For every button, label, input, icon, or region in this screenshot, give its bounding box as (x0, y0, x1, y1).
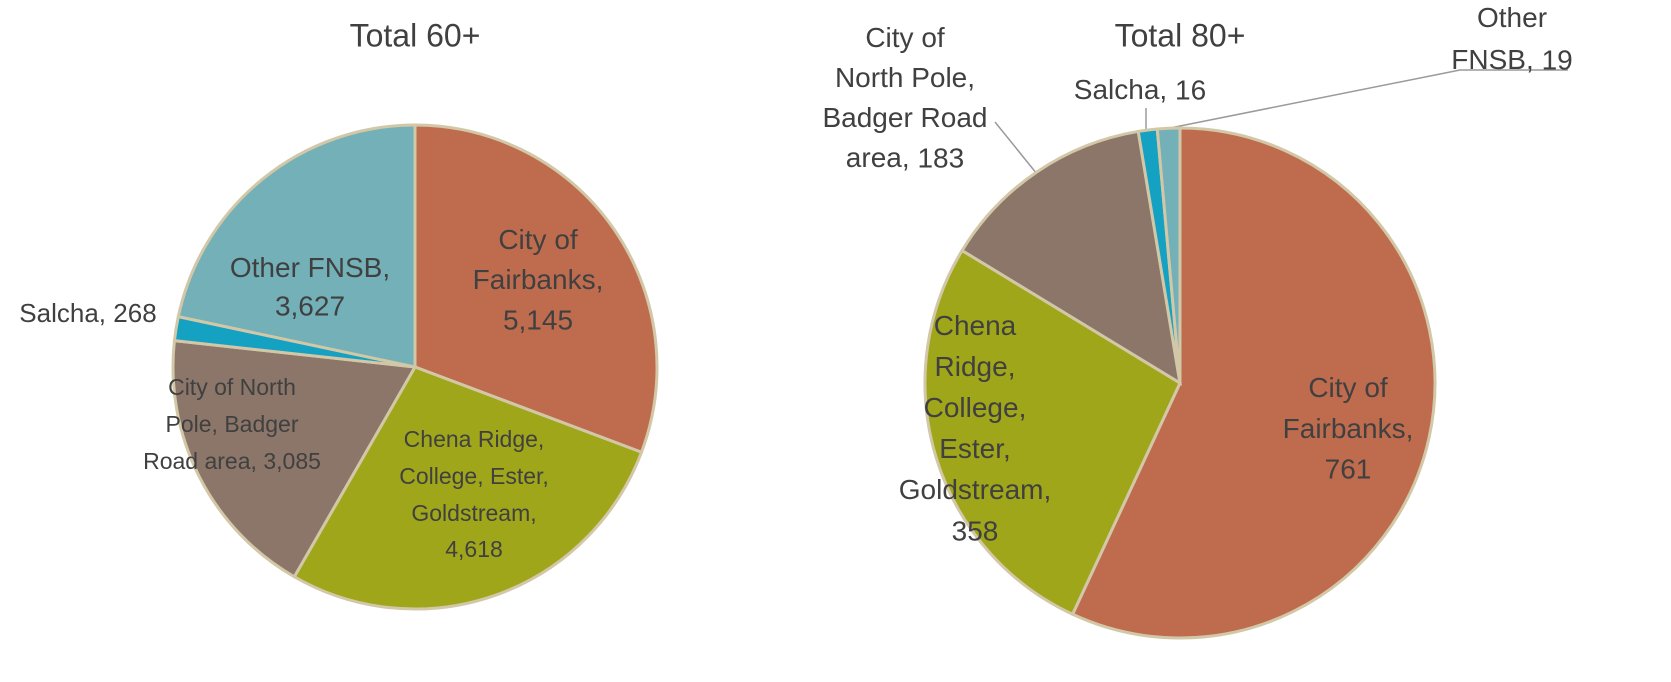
label-line: Ester, (939, 433, 1011, 464)
slice-value-label: 183 (917, 142, 964, 173)
label-line: Fairbanks, (473, 264, 604, 295)
label-line: Badger Road (822, 102, 987, 133)
slice-value-label: 358 (952, 515, 999, 546)
slice-value-label: 19 (1542, 44, 1573, 75)
label-line: Pole, Badger (166, 411, 299, 437)
chart-title: Total 60+ (350, 17, 481, 53)
slice-value-label: 761 (1325, 453, 1372, 484)
label-line: FNSB, (1451, 44, 1533, 75)
label-line: Chena (934, 310, 1017, 341)
label-line: College, Ester, (399, 463, 549, 489)
leader-lines (994, 69, 1568, 175)
slice-category-label: Other FNSB, (230, 252, 390, 283)
slice-value-label: 268 (113, 298, 156, 328)
leader-line (994, 121, 1038, 175)
slice-category-label: Salcha, (19, 298, 106, 328)
label-line: Goldstream, (411, 500, 536, 526)
pie-slice (171, 338, 418, 579)
label-line: City of North (168, 374, 296, 400)
pie-slice (413, 123, 659, 455)
leader-line (1169, 69, 1568, 129)
label-line: City of (1308, 372, 1388, 403)
slice-category-label: City of North Pole, Badger Road area, (822, 22, 987, 173)
pie-slice (1155, 126, 1182, 384)
slice-value-label: 16 (1175, 74, 1206, 105)
slice-value-label: 3,085 (263, 448, 321, 474)
slice-category-label: Other FNSB, (1451, 2, 1547, 75)
label-line: Salcha, (19, 298, 106, 328)
pie-slice (1070, 126, 1437, 640)
slice-category-label: City of Fairbanks, (1283, 372, 1414, 444)
slice-category-label: City of Fairbanks, (473, 224, 604, 295)
label-line: Ridge, (935, 351, 1016, 382)
slice-category-label: Chena Ridge, College, Ester, Goldstream, (899, 310, 1052, 505)
slice-category-label: Salcha, (1074, 74, 1167, 105)
slice-value-label: 5,145 (503, 304, 573, 335)
slice-value-label: 3,627 (275, 290, 345, 321)
label-line: Goldstream, (899, 474, 1052, 505)
slice-category-label: City of North Pole, Badger Road area, (143, 374, 299, 474)
label-line: Other (1477, 2, 1547, 33)
pie-slice (176, 123, 417, 369)
label-line: City of (865, 22, 945, 53)
chart-title: Total 80+ (1115, 17, 1246, 53)
slice-category-label: Chena Ridge, College, Ester, Goldstream, (399, 426, 549, 526)
label-line: Chena Ridge, (404, 426, 545, 452)
pie-slice (923, 248, 1182, 617)
label-line: Other FNSB, (230, 252, 390, 283)
label-line: Road area, (143, 448, 257, 474)
label-line: City of (498, 224, 578, 255)
label-line: College, (924, 392, 1027, 423)
label-line: North Pole, (835, 62, 975, 93)
label-line: area, (846, 142, 910, 173)
slice-value-label: 4,618 (445, 536, 503, 562)
label-line: Fairbanks, (1283, 413, 1414, 444)
label-line: Salcha, (1074, 74, 1167, 105)
pie-slice (960, 129, 1183, 386)
